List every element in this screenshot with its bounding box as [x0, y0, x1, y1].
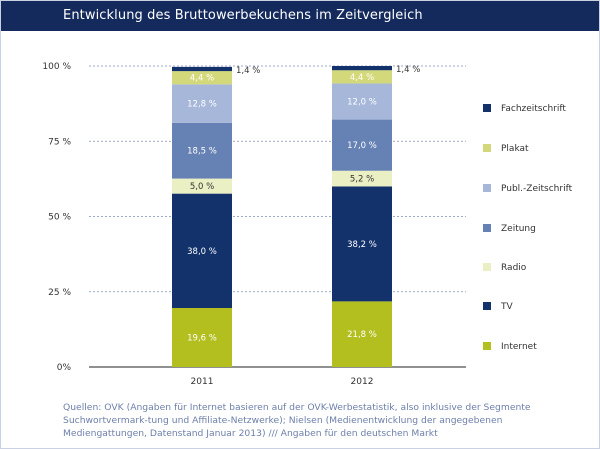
bar-segment: [172, 308, 232, 367]
data-label: 4,4 %: [350, 73, 374, 83]
bar-segment: [172, 122, 232, 179]
y-tick-label: 50 %: [48, 213, 71, 223]
legend-swatch: [483, 263, 491, 271]
chart-title: Entwicklung des Bruttowerbekuchens im Ze…: [63, 8, 423, 23]
legend-label: Plakat: [501, 144, 529, 154]
legend-label: Zeitung: [501, 224, 536, 234]
y-tick-label: 0%: [57, 363, 72, 373]
legend-swatch: [483, 342, 491, 350]
legend-swatch: [483, 224, 491, 232]
legend-swatch: [483, 302, 491, 310]
y-tick-label: 100 %: [42, 62, 71, 72]
data-label: 38,2 %: [347, 240, 377, 250]
data-label: 17,0 %: [347, 141, 377, 151]
data-label: 5,2 %: [350, 175, 374, 185]
x-tick-label: 2012: [351, 377, 374, 387]
bar-segment: [332, 83, 392, 120]
bar-segment: [332, 70, 392, 84]
legend-label: Publ.-Zeitschrift: [501, 184, 573, 194]
legend-label: Fachzeitschrift: [501, 104, 566, 114]
bar-segment: [172, 66, 232, 72]
source-note: Quellen: OVK (Angaben für Internet basie…: [63, 402, 531, 439]
bar-segment: [332, 119, 392, 171]
data-label: 12,0 %: [347, 98, 377, 108]
x-tick-label: 2011: [191, 377, 214, 387]
title-bar: Entwicklung des Bruttowerbekuchens im Ze…: [1, 1, 599, 31]
data-label: 21,8 %: [347, 330, 377, 340]
data-label: 5,0 %: [190, 182, 214, 192]
data-label: 4,4 %: [190, 74, 214, 84]
bar-segment: [332, 170, 392, 187]
legend-swatch: [483, 184, 491, 192]
data-label: 12,8 %: [187, 100, 217, 110]
data-label: 19,6 %: [187, 334, 217, 344]
legend-swatch: [483, 144, 491, 152]
data-label: 1,4 %: [396, 65, 420, 75]
bar-segment: [172, 84, 232, 123]
bar-segment: [172, 178, 232, 194]
bar-segment: [172, 71, 232, 85]
data-label: 1,4 %: [236, 66, 260, 76]
y-tick-label: 25 %: [48, 288, 71, 298]
y-tick-label: 75 %: [48, 137, 71, 147]
legend-label: Internet: [501, 342, 537, 352]
legend-label: TV: [500, 302, 513, 312]
data-label: 38,0 %: [187, 247, 217, 257]
bar-segment: [172, 193, 232, 309]
legend-label: Radio: [501, 263, 527, 273]
stacked-bar-chart: 0% 25 % 50 % 75 % 100 % 19,6 % 38,0 % 5,0 % 18,5…: [42, 62, 573, 387]
bar-segment: [332, 66, 392, 71]
bar-segment: [332, 186, 392, 302]
legend-swatch: [483, 104, 491, 112]
data-label: 18,5 %: [187, 147, 217, 157]
bar-segment: [332, 301, 392, 367]
